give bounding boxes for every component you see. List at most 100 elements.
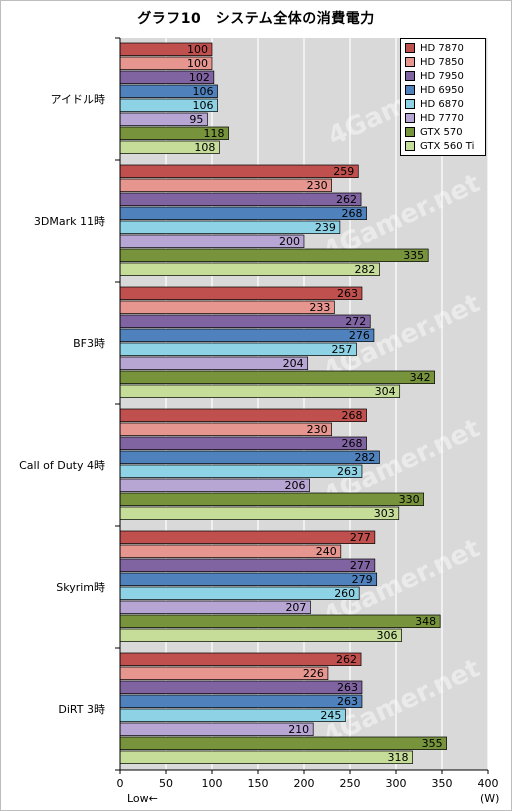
bar-value-label: 204 [283,357,304,370]
bar-value-label: 342 [410,371,431,384]
legend-label: HD 7850 [420,56,464,68]
bar-value-label: 108 [194,141,215,154]
bar-value-label: 348 [415,615,436,628]
bar-value-label: 277 [350,559,371,572]
x-tick-label: 0 [117,777,124,790]
bar [119,750,413,764]
x-tick-label: 200 [294,777,315,790]
bar-value-label: 95 [189,113,203,126]
legend-label: HD 7870 [420,42,464,54]
bar-value-label: 282 [354,263,375,276]
legend-swatch [405,85,415,95]
x-tick-label: 250 [340,777,361,790]
bar [119,342,357,356]
bar [119,464,363,478]
bar-value-label: 318 [388,751,409,764]
bar-value-label: 355 [422,737,443,750]
legend-swatch [405,99,415,109]
bar-value-label: 263 [337,287,358,300]
bar-value-label: 100 [187,57,208,70]
bar-value-label: 240 [316,545,337,558]
bar-value-label: 306 [377,629,398,642]
x-tick-label: 150 [248,777,269,790]
legend-entry: HD 7870 [405,41,485,55]
bar [119,628,402,642]
bar-value-label: 276 [349,329,370,342]
bar [119,248,429,262]
bar-value-label: 226 [303,667,324,680]
bar [119,300,335,314]
bar [119,450,380,464]
bar-value-label: 279 [352,573,373,586]
legend-entry: HD 6870 [405,97,485,111]
bar-value-label: 263 [337,695,358,708]
bars: 10010010210610695118108アイドル時259230262268… [19,42,447,764]
legend-label: GTX 560 Ti [420,140,475,152]
bar-value-label: 239 [315,221,336,234]
x-tick-label: 100 [202,777,223,790]
bar-value-label: 268 [342,207,363,220]
bar [119,652,362,666]
bar [119,506,400,520]
x-tick-label: 50 [159,777,173,790]
bar [119,722,314,736]
category-label: Call of Duty 4時 [19,459,105,472]
bar-value-label: 282 [354,451,375,464]
bar [119,572,378,586]
x-tick-label: 350 [432,777,453,790]
gridlines [165,38,489,770]
bar-value-label: 106 [193,99,214,112]
bar-value-label: 210 [288,723,309,736]
bar [119,614,441,628]
legend-label: GTX 570 [420,126,463,138]
bar-value-label: 304 [375,385,396,398]
axes: 0 50 100 150 200 250 300 350 400 [115,37,499,790]
x-tick-label: 400 [478,777,499,790]
bar [119,530,376,544]
bar [119,370,435,384]
bar [119,314,371,328]
legend-entry: HD 7770 [405,111,485,125]
bar [119,736,447,750]
legend-swatch [405,127,415,137]
legend-swatch [405,113,415,123]
bar [119,286,363,300]
legend-label: HD 7950 [420,70,464,82]
legend-entry: GTX 570 [405,125,485,139]
bar [119,384,401,398]
bar-value-label: 106 [193,85,214,98]
bar-value-label: 259 [333,165,354,178]
legend-label: HD 6870 [420,98,464,110]
bar [119,220,341,234]
x-axis-label-low: Low← [127,792,158,805]
bar [119,708,346,722]
bar-value-label: 102 [189,71,210,84]
bar-value-label: 268 [342,409,363,422]
legend-swatch [405,43,415,53]
bar [119,436,367,450]
bar-value-label: 277 [350,531,371,544]
bar [119,234,305,248]
legend-entry: HD 7850 [405,55,485,69]
category-label: DiRT 3時 [58,703,105,716]
bar [119,544,342,558]
legend-swatch [405,57,415,67]
legend-swatch [405,141,415,151]
bar-value-label: 263 [337,465,358,478]
chart-title: グラフ10 システム全体の消費電力 [137,11,375,27]
bar [119,600,311,614]
bar [119,422,332,436]
bar [119,680,363,694]
bar [119,492,424,506]
bar [119,192,362,206]
x-axis-unit-label: (W) [480,792,500,805]
bar-value-label: 262 [336,653,357,666]
bar [119,666,329,680]
bar-value-label: 206 [285,479,306,492]
bar-value-label: 268 [342,437,363,450]
bar [119,178,332,192]
bar-value-label: 257 [331,343,352,356]
x-tick-label: 300 [386,777,407,790]
bar [119,694,363,708]
bar-value-label: 245 [320,709,341,722]
